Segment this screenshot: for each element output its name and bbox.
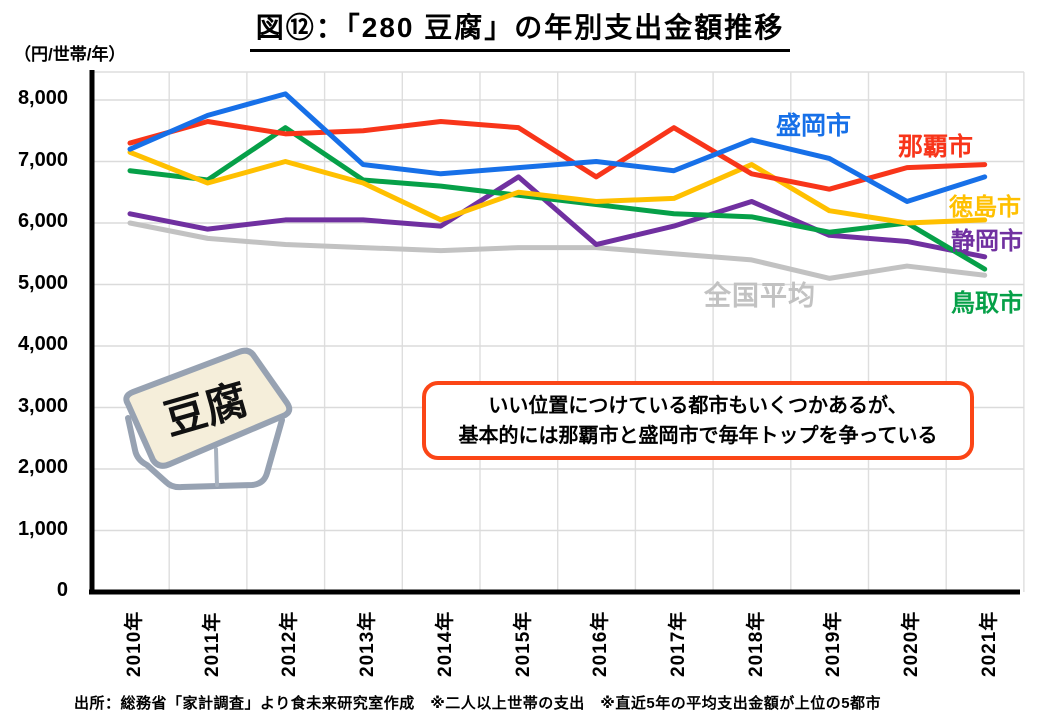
y-axis-tick-label: 3,000 [17, 394, 68, 417]
x-axis-tick-label: 2017年 [667, 610, 689, 677]
annotation-line-2: 基本的には那覇市と盛岡市で毎年トップを争っている [458, 424, 938, 447]
y-axis-tick-label: 0 [56, 579, 68, 601]
y-axis-unit-label: （円/世帯/年） [14, 45, 126, 64]
x-axis-tick-label: 2010年 [124, 610, 145, 677]
legend-label-morioka: 盛岡市 [776, 112, 852, 140]
y-axis-tick-label: 1,000 [17, 517, 68, 540]
x-axis-tick-label: 2018年 [745, 610, 767, 677]
x-axis-tick-label: 2020年 [901, 610, 922, 677]
page-title: 図⑫：「280 豆腐」の年別支出金額推移 [0, 6, 1040, 52]
x-axis-tick-label: 2013年 [357, 610, 379, 677]
y-axis-tick-label: 7,000 [17, 148, 68, 171]
legend-label-shizuoka: 静岡市 [951, 228, 1023, 255]
legend-label-naha: 那覇市 [898, 133, 974, 161]
x-axis-tick-label: 2011年 [201, 611, 223, 677]
x-axis-tick-label: 2021年 [978, 610, 1000, 677]
annotation-line-1: いい位置につけている都市もいくつかあるが、 [488, 394, 908, 417]
tofu-top-face [123, 347, 293, 469]
x-axis-tick-label: 2014年 [434, 610, 456, 677]
x-axis-tick-label: 2016年 [590, 610, 612, 677]
series-line-全国平均 [127, 220, 988, 281]
y-axis-tick-label: 8,000 [17, 87, 68, 109]
page-title-text: 図⑫：「280 豆腐」の年別支出金額推移 [249, 6, 791, 52]
series-line-徳島市 [127, 149, 988, 226]
annotation-box: いい位置につけている都市もいくつかあるが、 基本的には那覇市と盛岡市で毎年トップ… [422, 381, 974, 460]
y-axis-tick-label: 4,000 [17, 333, 68, 355]
legend-label-zenkoku: 全国平均 [704, 281, 816, 311]
footer-source-note: 出所：総務省「家計調査」より食未来研究室作成 ※二人以上世帯の支出 ※直近5年の… [74, 695, 882, 712]
tofu-front-crease [214, 447, 219, 487]
series-line-鳥取市 [127, 125, 988, 272]
series-line-盛岡市 [127, 91, 988, 204]
tofu-icon: 豆腐 [123, 347, 293, 491]
tofu-illustration: 豆腐 [106, 344, 296, 497]
series-line-静岡市 [127, 174, 988, 260]
series-line-那覇市 [127, 119, 988, 192]
y-axis-tick-label: 6,000 [17, 210, 68, 232]
x-axis-tick-label: 2015年 [512, 610, 534, 677]
y-axis-tick-label: 2,000 [17, 456, 68, 478]
legend-label-tokushima: 徳島市 [949, 194, 1021, 221]
x-axis-tick-label: 2019年 [823, 610, 845, 677]
legend-label-tottori: 鳥取市 [951, 290, 1023, 317]
y-axis-tick-label: 5,000 [17, 271, 68, 294]
x-axis-tick-label: 2012年 [279, 610, 301, 677]
